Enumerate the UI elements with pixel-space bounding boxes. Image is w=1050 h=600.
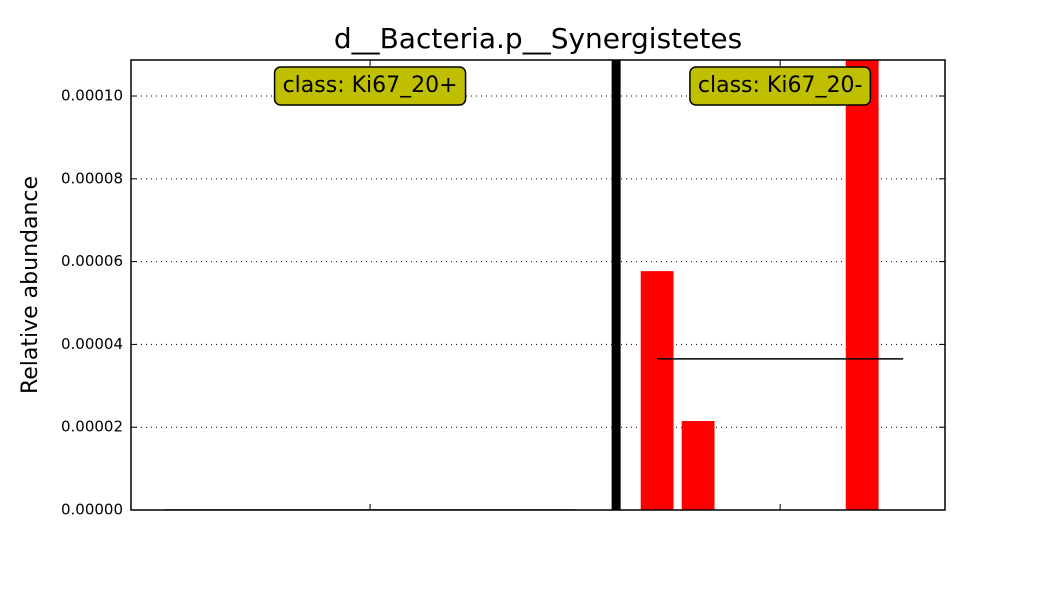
y-tick-label: 0.00000 (61, 501, 123, 519)
bar (640, 271, 674, 510)
y-tick-label: 0.00004 (61, 335, 123, 353)
y-tick-label: 0.00002 (61, 418, 123, 436)
class-label-box (273, 66, 467, 106)
class-label-box (689, 66, 872, 106)
y-tick-label: 0.00006 (61, 252, 123, 270)
plot-area (165, 60, 904, 510)
bar (845, 60, 879, 510)
y-axis-label: Relative abundance (18, 176, 43, 394)
plot-frame (130, 59, 946, 511)
y-tick-label: 0.00010 (61, 87, 123, 105)
y-tick-label: 0.00008 (61, 169, 123, 187)
chart-title: d__Bacteria.p__Synergistetes (334, 22, 742, 55)
bar (681, 420, 715, 510)
class-label: class: Ki67_20+ (283, 73, 458, 98)
class-label: class: Ki67_20- (698, 73, 862, 98)
